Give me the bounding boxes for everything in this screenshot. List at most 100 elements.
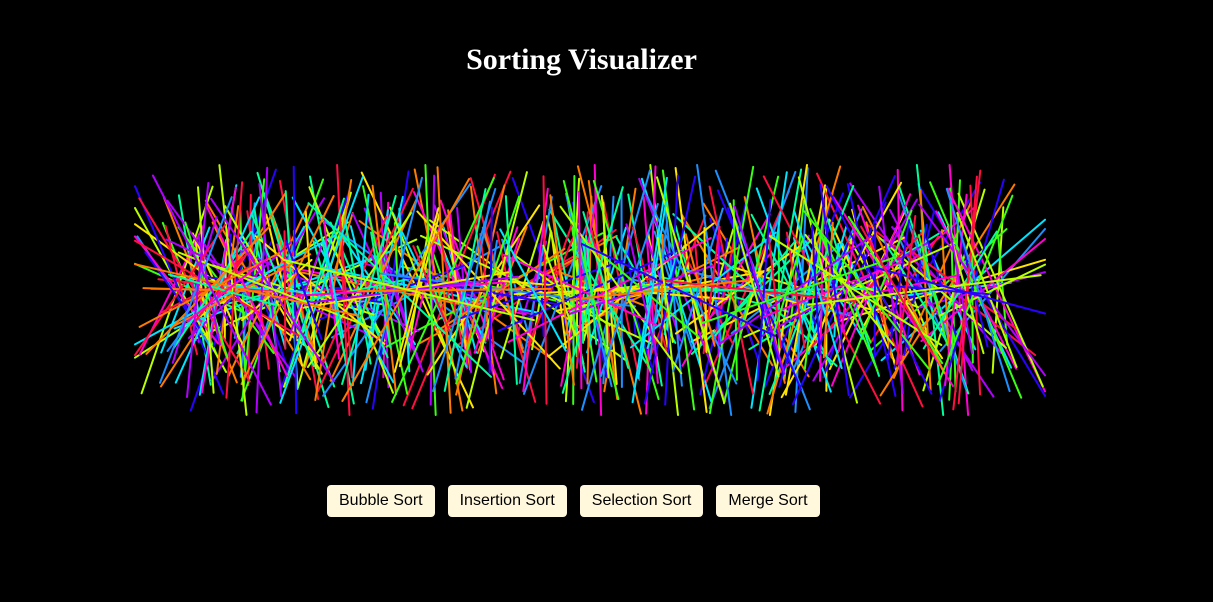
visual-bar xyxy=(878,185,904,395)
visual-bar xyxy=(507,237,712,343)
visual-bar xyxy=(186,257,269,323)
insertion-sort-button[interactable]: Insertion Sort xyxy=(447,485,567,517)
visual-bar xyxy=(393,207,440,373)
visual-bar xyxy=(562,180,620,400)
visual-bar xyxy=(151,174,272,406)
visual-bar xyxy=(718,235,873,345)
visual-bar xyxy=(134,263,360,317)
visual-bar xyxy=(848,209,913,371)
visual-bar xyxy=(918,203,1046,377)
visual-bar xyxy=(997,234,1009,346)
visual-bar xyxy=(656,237,674,343)
visual-bar xyxy=(938,178,1005,402)
visual-bar xyxy=(542,175,548,405)
visual-bar xyxy=(336,164,351,416)
visual-bar xyxy=(284,239,323,341)
visual-bar xyxy=(819,183,850,397)
visualization-canvas xyxy=(134,164,1046,416)
visual-bar xyxy=(733,205,786,375)
visual-bar xyxy=(811,224,821,356)
visual-bar xyxy=(873,224,877,356)
visual-bar xyxy=(828,218,896,362)
visual-bar xyxy=(542,244,576,336)
visual-bar xyxy=(937,194,1014,386)
visual-bar xyxy=(759,261,903,319)
visual-bar xyxy=(167,273,279,307)
visual-bar xyxy=(910,250,1017,330)
visual-bar xyxy=(804,233,895,347)
visual-bar xyxy=(282,258,535,322)
visual-bar xyxy=(701,256,897,324)
visual-bar xyxy=(625,223,658,357)
visual-bar xyxy=(939,263,1046,317)
visual-bar xyxy=(945,187,1011,393)
visual-bar xyxy=(656,176,726,404)
sorting-visualization xyxy=(130,160,1050,420)
visual-bar xyxy=(323,241,345,339)
visual-bar xyxy=(138,252,280,328)
visual-bar xyxy=(602,201,610,379)
visual-bar xyxy=(767,231,782,349)
visual-bar xyxy=(218,164,248,416)
visual-bar xyxy=(547,222,715,358)
visual-bar xyxy=(572,175,576,405)
visual-bar xyxy=(292,165,298,415)
visual-bar xyxy=(825,185,933,395)
visual-bar xyxy=(959,232,989,348)
visual-bar xyxy=(497,248,682,332)
visual-bar xyxy=(886,219,911,361)
visual-bar xyxy=(637,201,667,379)
visual-bar xyxy=(284,197,345,383)
visual-bar xyxy=(356,287,552,293)
visual-bar xyxy=(306,211,412,369)
visual-bar xyxy=(564,177,581,403)
visual-bar xyxy=(803,210,825,370)
bubble-sort-button[interactable]: Bubble Sort xyxy=(327,485,435,517)
visual-bar xyxy=(729,202,780,378)
visual-bar xyxy=(870,265,1046,315)
visual-bar xyxy=(283,230,287,350)
visual-bar xyxy=(819,198,825,382)
visual-bar xyxy=(841,242,886,338)
visual-bar xyxy=(159,196,233,384)
page-title: Sorting Visualizer xyxy=(466,43,697,76)
visual-bar xyxy=(255,166,269,414)
visual-bar xyxy=(599,203,659,377)
visual-bar xyxy=(289,245,323,335)
visual-bar xyxy=(807,274,1042,306)
visual-bar xyxy=(672,207,724,373)
visual-bar xyxy=(225,181,244,399)
visual-bar xyxy=(780,181,903,399)
visual-bar xyxy=(770,237,804,343)
visual-bar xyxy=(455,195,521,385)
visual-bar xyxy=(499,228,567,352)
visual-bar xyxy=(550,207,586,373)
algorithm-controls: Bubble Sort Insertion Sort Selection Sor… xyxy=(327,485,820,517)
visual-bar xyxy=(134,223,227,357)
visual-bar xyxy=(732,199,738,381)
visual-bar xyxy=(559,205,683,375)
visual-bar xyxy=(756,198,772,382)
visual-bar xyxy=(703,227,708,353)
visual-bar xyxy=(803,210,930,370)
visual-bar xyxy=(631,176,668,404)
visual-bar xyxy=(323,220,340,360)
visual-bar xyxy=(258,182,283,398)
visual-bar xyxy=(895,215,917,365)
visual-bar xyxy=(767,234,943,346)
visual-bar xyxy=(643,175,697,405)
merge-sort-button[interactable]: Merge Sort xyxy=(716,485,820,517)
visual-bar xyxy=(581,243,776,337)
visual-bar xyxy=(708,165,755,415)
visual-bar xyxy=(896,168,904,412)
visual-bar xyxy=(889,281,1012,299)
visual-bar xyxy=(569,279,750,301)
visual-bar xyxy=(190,252,248,328)
visual-bar xyxy=(240,195,335,385)
visual-bar xyxy=(304,210,317,370)
visual-bar xyxy=(549,194,575,386)
visual-bar xyxy=(684,233,716,347)
selection-sort-button[interactable]: Selection Sort xyxy=(579,485,704,517)
visual-bar xyxy=(812,198,918,382)
